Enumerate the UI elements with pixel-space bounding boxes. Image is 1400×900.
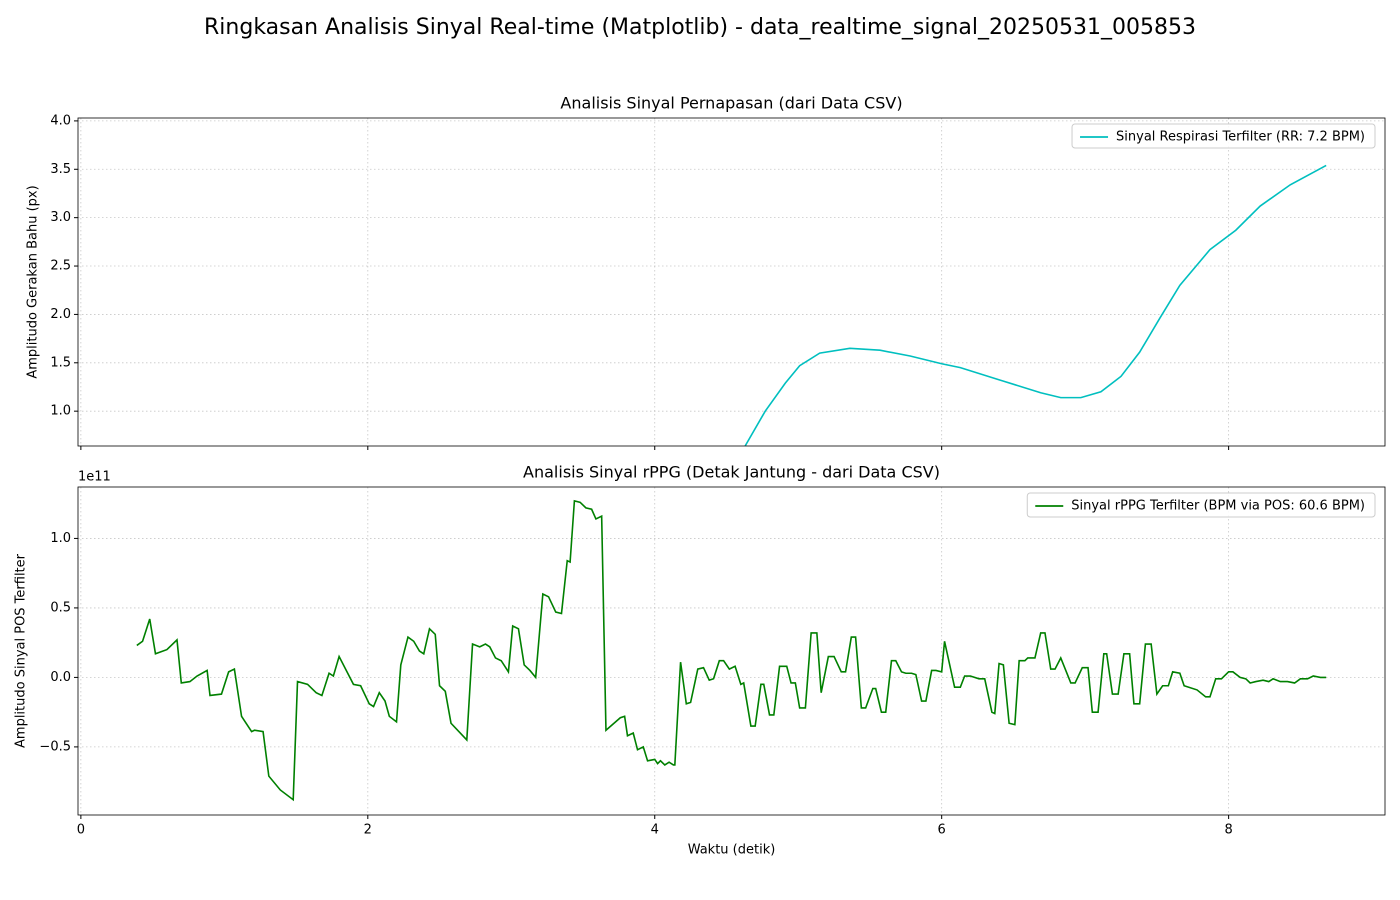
x-tick-label: 2: [364, 823, 372, 838]
legend: Sinyal rPPG Terfilter (BPM via POS: 60.6…: [1026, 492, 1376, 518]
axes-frame: [77, 486, 1386, 816]
line-series: [136, 499, 1327, 802]
offset-label: 1e11: [78, 470, 111, 485]
x-tick-label: 0: [77, 823, 85, 838]
y-axis-label: Amplitudo Sinyal POS Terfilter: [14, 553, 29, 748]
x-tick-label: 6: [938, 823, 946, 838]
y-axis-label: Amplitudo Gerakan Bahu (px): [26, 185, 41, 378]
y-tick-label: 2.0: [50, 307, 71, 322]
axes-frame: [77, 117, 1386, 447]
legend-label: Sinyal rPPG Terfilter (BPM via POS: 60.6…: [1071, 499, 1365, 514]
y-tick-label: 1.0: [50, 531, 71, 546]
figure-title: Ringkasan Analisis Sinyal Real-time (Mat…: [204, 15, 1196, 40]
y-tick-label: 0.0: [50, 670, 71, 685]
legend-label: Sinyal Respirasi Terfilter (RR: 7.2 BPM): [1116, 130, 1365, 145]
line-series: [744, 164, 1327, 446]
y-tick-label: 1.5: [50, 355, 71, 370]
y-tick-label: 4.0: [50, 113, 71, 128]
legend-frame: [1026, 492, 1376, 518]
y-tick-label: 3.5: [50, 162, 71, 177]
axes-title: Analisis Sinyal Pernapasan (dari Data CS…: [560, 94, 902, 113]
x-tick-label: 8: [1224, 823, 1232, 838]
x-tick-label: 4: [651, 823, 659, 838]
y-tick-label: 3.0: [50, 210, 71, 225]
axes-title: Analisis Sinyal rPPG (Detak Jantung - da…: [523, 463, 940, 482]
x-axis-label: Waktu (detik): [688, 843, 776, 858]
legend: Sinyal Respirasi Terfilter (RR: 7.2 BPM): [1071, 123, 1376, 149]
y-tick-label: 1.0: [50, 404, 71, 419]
legend-frame: [1071, 123, 1376, 149]
y-tick-label: −0.5: [39, 739, 71, 754]
y-tick-label: 0.5: [50, 600, 71, 615]
y-tick-label: 2.5: [50, 259, 71, 274]
